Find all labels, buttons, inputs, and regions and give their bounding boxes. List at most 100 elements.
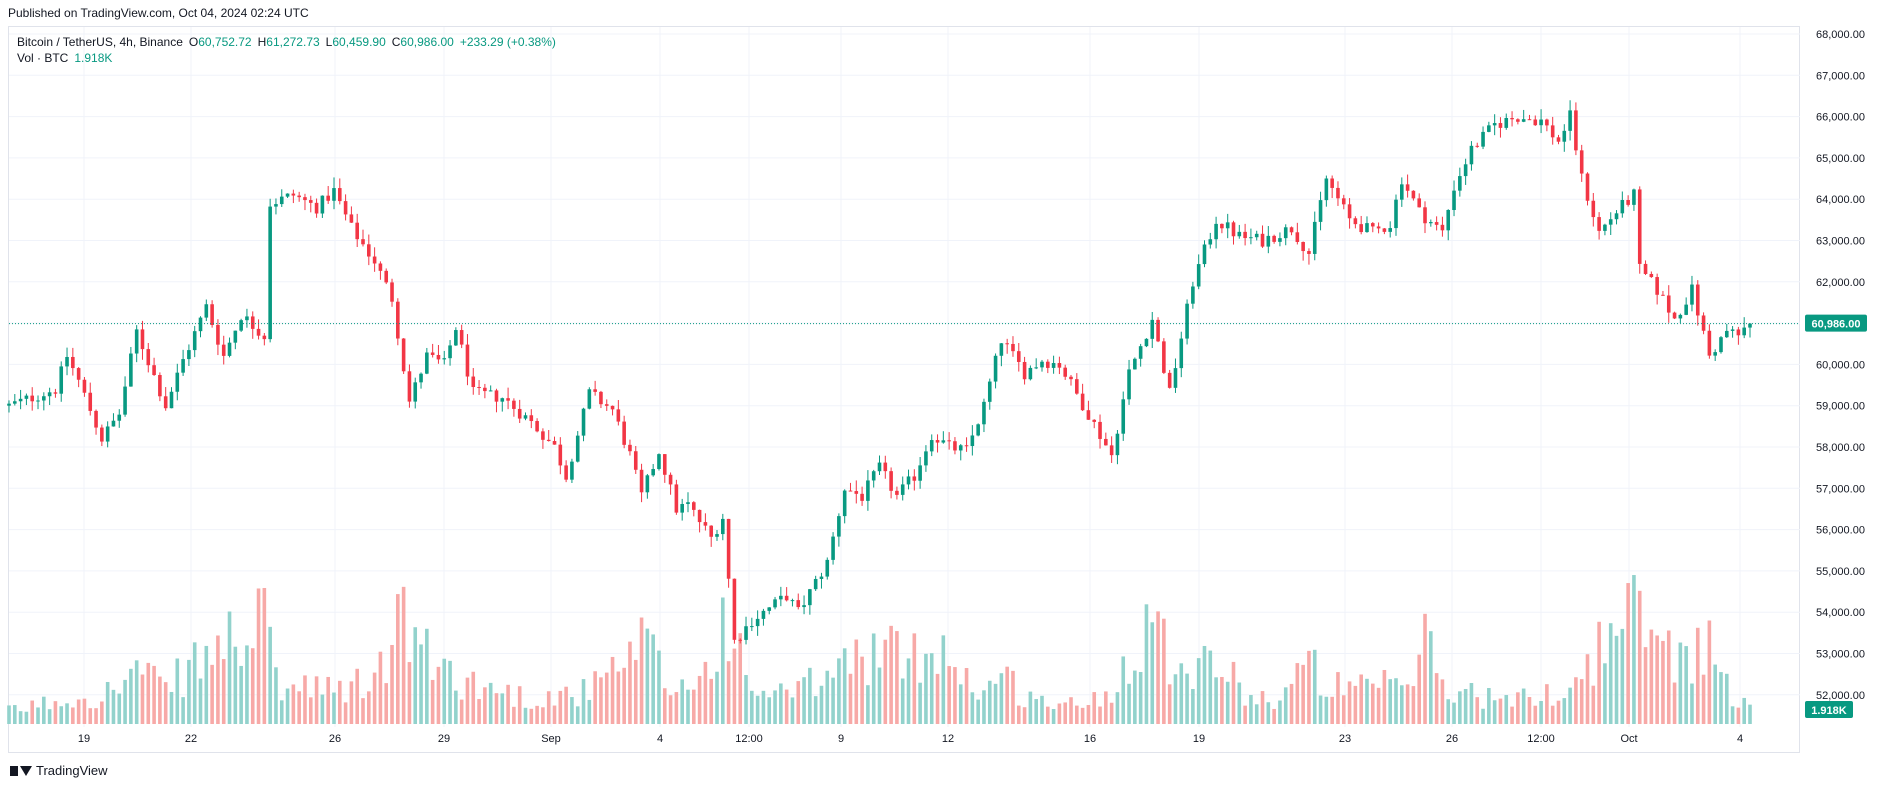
- volume-bar: [390, 644, 394, 724]
- candle-body: [262, 335, 267, 340]
- candle-body: [755, 618, 760, 627]
- candle-body: [1179, 338, 1184, 369]
- volume-bar: [929, 653, 934, 724]
- candle-body: [546, 439, 551, 442]
- candle-body: [1585, 173, 1590, 201]
- candle-body: [854, 491, 859, 494]
- volume-bar: [430, 679, 435, 724]
- candle-body: [1452, 190, 1456, 211]
- candle-body: [860, 493, 864, 501]
- open-value: 60,752.72: [198, 35, 252, 49]
- volume-bar: [401, 586, 406, 724]
- high-value: 61,272.73: [266, 35, 320, 49]
- candle-body: [912, 476, 917, 481]
- candle-body: [610, 405, 615, 410]
- volume-bar: [1022, 707, 1027, 724]
- volume-bar: [1742, 697, 1746, 724]
- volume-bar: [1649, 629, 1654, 724]
- volume-bar: [1318, 695, 1323, 724]
- volume-bar: [1353, 685, 1358, 724]
- candle-body: [1220, 223, 1224, 229]
- candle-body: [813, 578, 818, 590]
- volume-bar: [250, 648, 255, 724]
- candle-body: [645, 475, 650, 493]
- candle-body: [477, 387, 481, 389]
- volume-bar: [1051, 708, 1056, 724]
- candle-body: [7, 403, 11, 406]
- x-tick-label: 19: [78, 733, 90, 745]
- volume-bar: [210, 664, 214, 724]
- volume-bar: [134, 660, 139, 724]
- volume-bar: [459, 699, 464, 724]
- volume-bar: [755, 695, 760, 724]
- volume-bar: [1388, 679, 1392, 724]
- candle-body: [1481, 131, 1485, 147]
- symbol-row: Bitcoin / TetherUS, 4h, Binance O60,752.7…: [17, 34, 556, 50]
- volume-bar: [1498, 698, 1503, 724]
- volume-badge: [1805, 701, 1853, 718]
- symbol-title[interactable]: Bitcoin / TetherUS, 4h, Binance: [17, 35, 183, 49]
- candle-body: [819, 576, 824, 579]
- volume-bar: [1382, 669, 1387, 724]
- candle-body: [221, 344, 226, 356]
- volume-bar: [198, 678, 203, 724]
- tradingview-brand[interactable]: TradingView: [10, 763, 108, 778]
- volume-bar: [1092, 692, 1097, 724]
- candle-body: [1690, 284, 1694, 305]
- volume-bar: [709, 678, 714, 724]
- volume-bar: [738, 633, 743, 724]
- volume-bar: [1057, 703, 1062, 724]
- candle-body: [413, 382, 418, 402]
- candle-body: [918, 465, 922, 481]
- volume-bar: [529, 708, 534, 724]
- volume-bar: [1011, 670, 1015, 724]
- candle-body: [1196, 264, 1201, 287]
- volume-bar: [825, 670, 830, 724]
- volume-bar: [703, 661, 708, 724]
- volume-bar: [512, 706, 516, 724]
- candle-body: [65, 356, 69, 367]
- volume-bar: [465, 677, 470, 724]
- volume-bar: [622, 667, 626, 724]
- candle-body: [1307, 251, 1311, 254]
- candle-body: [384, 270, 389, 283]
- volume-bar: [413, 627, 418, 724]
- volume-bar: [1370, 683, 1375, 724]
- volume-bar: [964, 667, 969, 724]
- candle-body: [1568, 110, 1572, 131]
- volume-label[interactable]: Vol · BTC: [17, 51, 69, 65]
- candle-body: [1185, 303, 1189, 339]
- candle-body: [651, 469, 655, 476]
- candle-body: [1243, 231, 1247, 239]
- volume-bar: [1162, 618, 1166, 724]
- candle-body: [134, 329, 139, 354]
- candle-body: [454, 330, 458, 346]
- volume-bar: [750, 690, 754, 724]
- low-label: L: [325, 35, 333, 49]
- candle-body: [1643, 263, 1648, 274]
- volume-bar: [813, 696, 818, 724]
- candle-body: [59, 366, 64, 394]
- volume-bar: [1487, 688, 1491, 724]
- candle-body: [1742, 327, 1746, 336]
- volume-bar: [523, 707, 528, 724]
- candle-body: [848, 490, 853, 492]
- candle-body: [459, 330, 464, 345]
- x-tick-label: 26: [329, 733, 341, 745]
- volume-bar: [1666, 630, 1671, 724]
- volume-bar: [1701, 674, 1706, 724]
- candle-body: [1521, 119, 1526, 122]
- candle-body: [71, 356, 75, 369]
- volume-bar: [111, 689, 116, 724]
- candle-body: [47, 392, 52, 397]
- candle-body: [320, 195, 325, 214]
- volume-bar: [773, 690, 777, 724]
- volume-bar: [958, 684, 963, 724]
- candle-body: [291, 193, 296, 196]
- volume-bar: [1585, 654, 1590, 724]
- candle-body: [837, 516, 841, 537]
- volume-bar: [1254, 704, 1259, 724]
- candle-body: [633, 451, 638, 470]
- volume-bar: [1191, 689, 1195, 724]
